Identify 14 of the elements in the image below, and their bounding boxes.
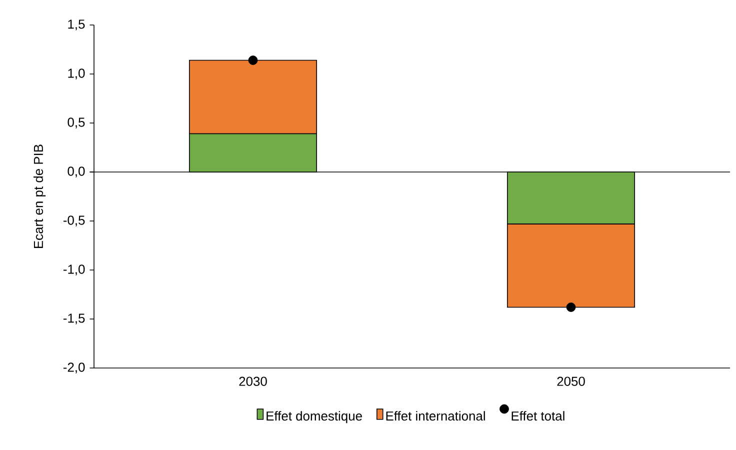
y-tick-label: -1,0	[63, 264, 85, 276]
y-tick-label: -1,5	[63, 314, 85, 324]
y-tick-label: 1,5	[68, 20, 85, 30]
y-tick-label: -0,5	[63, 216, 85, 226]
legend-label: Effet total	[512, 411, 564, 421]
legend-label: Effet domestique	[266, 411, 362, 424]
y-tick-label: 0,5	[68, 118, 85, 128]
x-tick-label: 2050	[557, 376, 585, 386]
y-tick-label: 0,0	[68, 166, 85, 178]
x-tick-label: 2030	[239, 376, 267, 386]
legend-label: Effet international	[386, 411, 485, 421]
y-tick-label: 1,0	[68, 68, 85, 80]
y-axis-title: Ecart en pt de PIB	[34, 144, 46, 248]
y-tick-label: -2,0	[63, 362, 85, 374]
